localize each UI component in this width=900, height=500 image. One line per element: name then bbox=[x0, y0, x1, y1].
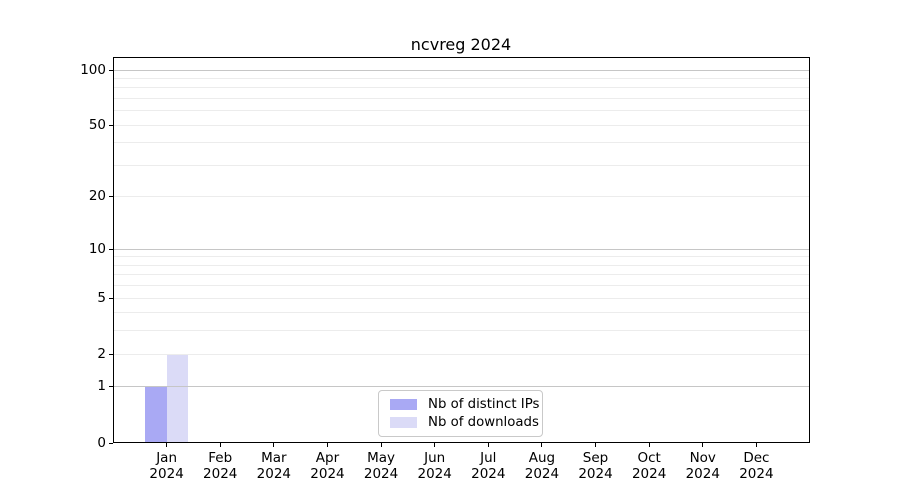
legend-swatch-downloads-icon bbox=[390, 417, 417, 429]
x-tick-label: Oct 2024 bbox=[617, 450, 681, 482]
chart-title: ncvreg 2024 bbox=[410, 35, 512, 54]
y-tick-label: 10 bbox=[88, 240, 106, 257]
x-tick-year: 2024 bbox=[471, 465, 506, 482]
x-tick bbox=[595, 443, 597, 447]
x-tick-label: Jun 2024 bbox=[403, 450, 467, 482]
x-tick-month: Jun bbox=[424, 450, 446, 466]
gridline-minor bbox=[114, 353, 809, 355]
x-tick bbox=[702, 443, 704, 447]
gridline-minor bbox=[114, 312, 809, 314]
legend-label-distinct-ips: Nb of distinct IPs bbox=[428, 396, 540, 412]
x-tick-year: 2024 bbox=[578, 465, 613, 482]
gridline-minor bbox=[114, 87, 809, 89]
legend-label-downloads: Nb of downloads bbox=[428, 415, 539, 431]
x-tick bbox=[380, 443, 382, 447]
x-tick bbox=[219, 443, 221, 447]
y-tick bbox=[109, 124, 113, 126]
x-tick-month: Aug bbox=[528, 450, 556, 466]
x-tick-year: 2024 bbox=[524, 465, 560, 482]
gridline-minor bbox=[114, 274, 809, 276]
y-tick-label: 20 bbox=[88, 188, 106, 205]
gridline-minor bbox=[114, 97, 809, 99]
gridline-minor bbox=[114, 164, 809, 166]
bar-downloads-jan bbox=[166, 354, 188, 443]
gridline-major bbox=[114, 386, 809, 388]
plot-area bbox=[113, 57, 810, 443]
x-tick-month: Jul bbox=[480, 450, 497, 466]
x-tick-month: Jan bbox=[156, 450, 178, 466]
x-tick-label: Sep 2024 bbox=[564, 450, 628, 482]
x-tick bbox=[434, 443, 436, 447]
legend-item-downloads: Nb of downloads bbox=[379, 415, 542, 430]
x-tick-label: Jan 2024 bbox=[135, 450, 199, 482]
x-tick bbox=[755, 443, 757, 447]
gridline-minor bbox=[114, 77, 809, 79]
gridline-minor bbox=[114, 196, 809, 198]
x-tick bbox=[487, 443, 489, 447]
x-tick bbox=[648, 443, 650, 447]
x-tick-year: 2024 bbox=[149, 465, 184, 482]
x-tick-label: Dec 2024 bbox=[724, 450, 788, 482]
x-tick-label: Apr 2024 bbox=[295, 450, 359, 482]
x-tick-month: Dec bbox=[743, 450, 770, 466]
gridline-minor bbox=[114, 285, 809, 287]
x-tick bbox=[326, 443, 328, 447]
x-tick-label: Nov 2024 bbox=[671, 450, 735, 482]
gridline-minor bbox=[114, 256, 809, 258]
x-tick-month: Sep bbox=[582, 450, 609, 466]
x-tick-label: Feb 2024 bbox=[188, 450, 252, 482]
x-tick bbox=[273, 443, 275, 447]
x-tick-month: Oct bbox=[637, 450, 661, 466]
bar-distinct-ips-jan bbox=[145, 386, 167, 443]
y-tick bbox=[109, 297, 113, 299]
y-tick bbox=[109, 353, 113, 355]
gridline-major bbox=[114, 248, 809, 250]
gridline-minor bbox=[114, 142, 809, 144]
x-tick-month: Feb bbox=[208, 450, 233, 466]
legend: Nb of distinct IPs Nb of downloads bbox=[378, 390, 543, 437]
x-tick-year: 2024 bbox=[363, 465, 399, 482]
y-tick-label: 50 bbox=[88, 116, 106, 133]
x-tick-year: 2024 bbox=[310, 465, 345, 482]
legend-swatch-distinct-ips-icon bbox=[390, 398, 417, 410]
x-tick-year: 2024 bbox=[417, 465, 452, 482]
y-tick bbox=[109, 69, 113, 71]
x-tick-month: Mar bbox=[261, 450, 287, 466]
legend-item-distinct-ips: Nb of distinct IPs bbox=[379, 397, 542, 412]
x-tick-year: 2024 bbox=[203, 465, 238, 482]
x-tick-month: Nov bbox=[689, 450, 716, 466]
gridline-major bbox=[114, 69, 809, 71]
x-tick-label: Jul 2024 bbox=[456, 450, 520, 482]
gridline-minor bbox=[114, 110, 809, 112]
gridline-minor bbox=[114, 124, 809, 126]
y-tick bbox=[109, 386, 113, 388]
y-tick bbox=[109, 248, 113, 250]
gridline-minor bbox=[114, 330, 809, 332]
x-tick-year: 2024 bbox=[685, 465, 720, 482]
x-tick-label: Mar 2024 bbox=[242, 450, 306, 482]
y-tick-label: 5 bbox=[97, 289, 106, 306]
gridline-minor bbox=[114, 297, 809, 299]
x-tick-label: Aug 2024 bbox=[510, 450, 574, 482]
x-tick-year: 2024 bbox=[739, 465, 774, 482]
x-tick-month: Apr bbox=[315, 450, 340, 466]
x-tick bbox=[541, 443, 543, 447]
y-tick-label: 0 bbox=[97, 434, 106, 451]
gridline-minor bbox=[114, 264, 809, 266]
x-tick bbox=[166, 443, 168, 447]
y-tick-label: 2 bbox=[97, 345, 106, 362]
y-tick-label: 100 bbox=[80, 61, 106, 78]
x-tick-year: 2024 bbox=[631, 465, 667, 482]
y-tick bbox=[109, 442, 113, 444]
x-tick-month: May bbox=[367, 450, 396, 466]
y-tick-label: 1 bbox=[97, 378, 106, 395]
x-tick-year: 2024 bbox=[256, 465, 292, 482]
y-tick bbox=[109, 196, 113, 198]
x-tick-label: May 2024 bbox=[349, 450, 413, 482]
